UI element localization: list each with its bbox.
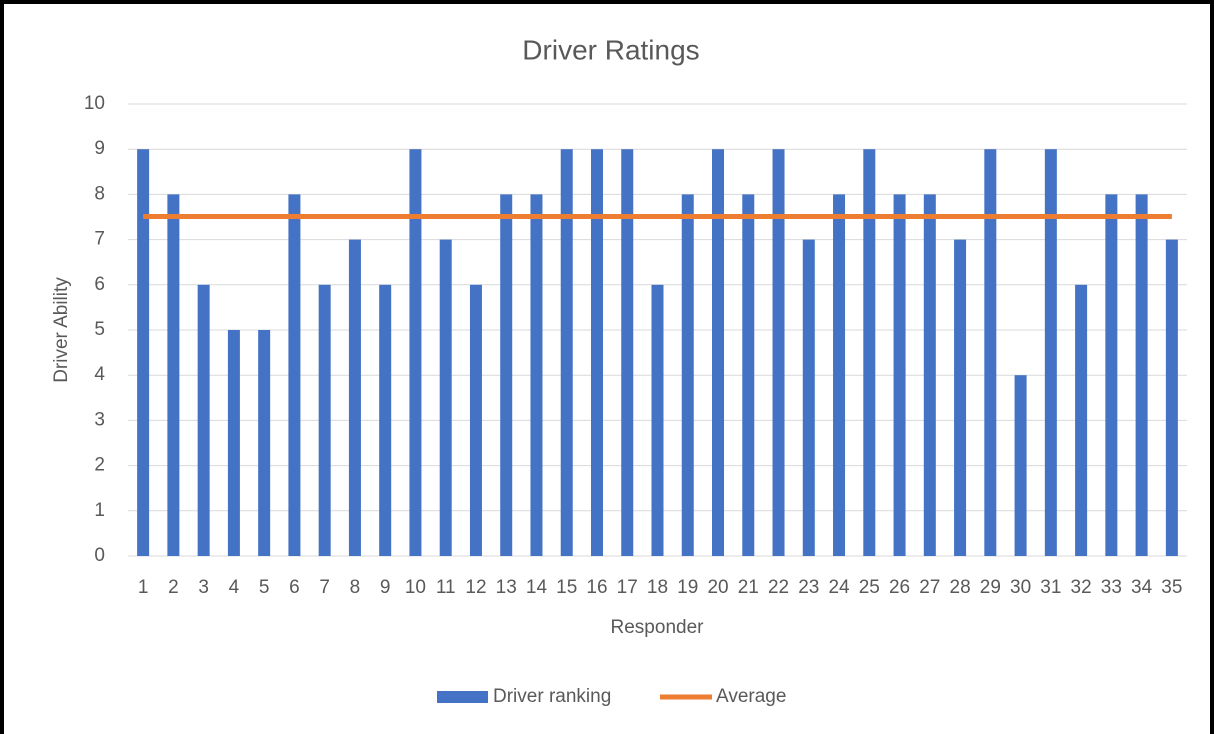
y-tick-label: 7 (94, 229, 105, 250)
x-tick-label: 13 (496, 577, 517, 598)
x-tick-label: 14 (526, 577, 548, 598)
bar (379, 284, 392, 556)
x-tick-label: 21 (738, 577, 759, 598)
bar (1014, 375, 1027, 556)
x-tick-label: 30 (1010, 577, 1031, 598)
bar (742, 194, 755, 556)
bar (137, 149, 150, 556)
bar (893, 194, 906, 556)
x-tick-label: 12 (465, 577, 486, 598)
bar (1105, 194, 1118, 556)
legend-label: Average (716, 686, 786, 707)
bar (439, 239, 452, 556)
legend-label: Driver ranking (493, 686, 611, 707)
x-tick-label: 3 (198, 577, 209, 598)
x-axis-label: Responder (611, 617, 705, 638)
bar (197, 284, 210, 556)
x-tick-label: 26 (889, 577, 910, 598)
x-tick-label: 16 (586, 577, 607, 598)
y-tick-label: 2 (94, 455, 105, 476)
bar (167, 194, 180, 556)
bar (1165, 239, 1178, 556)
bar (469, 284, 482, 556)
bar (863, 149, 876, 556)
y-tick-label: 1 (94, 500, 105, 521)
bar (681, 194, 694, 556)
x-tick-label: 32 (1071, 577, 1092, 598)
y-tick-label: 8 (94, 183, 105, 204)
bar (318, 284, 331, 556)
bar (651, 284, 664, 556)
x-tick-label: 23 (798, 577, 819, 598)
y-tick-label: 0 (94, 545, 105, 566)
y-tick-label: 3 (94, 409, 105, 430)
bar (1075, 284, 1088, 556)
bar (954, 239, 967, 556)
bar (1135, 194, 1148, 556)
x-tick-label: 31 (1040, 577, 1061, 598)
x-tick-label: 20 (707, 577, 728, 598)
x-tick-label: 27 (919, 577, 940, 598)
x-tick-label: 5 (259, 577, 270, 598)
x-tick-label: 7 (319, 577, 330, 598)
chart-title: Driver Ratings (522, 34, 699, 65)
x-tick-label: 11 (436, 577, 456, 598)
x-tick-label: 19 (677, 577, 698, 598)
bar (227, 330, 240, 556)
bar (712, 149, 725, 556)
x-tick-label: 10 (405, 577, 426, 598)
y-axis-label: Driver Ability (51, 277, 72, 383)
x-tick-label: 6 (289, 577, 300, 598)
x-tick-label: 15 (556, 577, 577, 598)
bar (560, 149, 573, 556)
legend-swatch (437, 691, 488, 703)
x-tick-label: 1 (138, 577, 149, 598)
y-tick-label: 9 (94, 138, 105, 159)
x-tick-label: 2 (168, 577, 179, 598)
x-tick-label: 24 (828, 577, 850, 598)
bar (802, 239, 815, 556)
x-tick-label: 29 (980, 577, 1001, 598)
y-tick-label: 10 (84, 93, 105, 114)
x-tick-label: 34 (1131, 577, 1153, 598)
bar (923, 194, 936, 556)
x-tick-label: 28 (950, 577, 971, 598)
bar (348, 239, 361, 556)
x-tick-label: 22 (768, 577, 789, 598)
x-tick-label: 8 (350, 577, 361, 598)
bar (288, 194, 301, 556)
bar (590, 149, 603, 556)
bar (409, 149, 422, 556)
y-tick-label: 4 (94, 364, 105, 385)
x-tick-label: 4 (229, 577, 240, 598)
bar (833, 194, 846, 556)
bar (258, 330, 271, 556)
bar (984, 149, 997, 556)
x-tick-label: 35 (1161, 577, 1182, 598)
bar (772, 149, 785, 556)
y-tick-label: 5 (94, 319, 105, 340)
bar (621, 149, 634, 556)
bar (1044, 149, 1057, 556)
x-tick-label: 17 (617, 577, 638, 598)
x-tick-label: 9 (380, 577, 391, 598)
x-tick-label: 25 (859, 577, 880, 598)
x-tick-label: 33 (1101, 577, 1122, 598)
bar (500, 194, 513, 556)
y-tick-label: 6 (94, 274, 105, 295)
bar (530, 194, 543, 556)
x-tick-label: 18 (647, 577, 668, 598)
